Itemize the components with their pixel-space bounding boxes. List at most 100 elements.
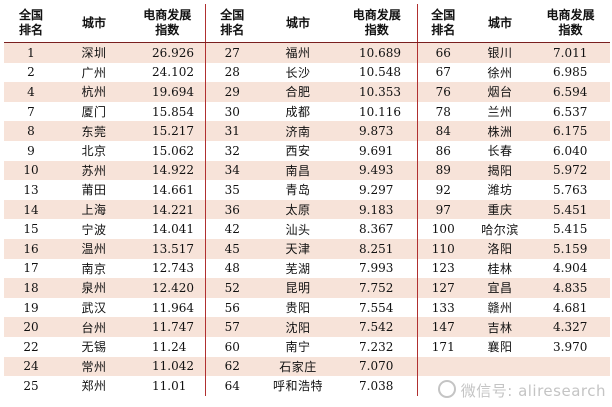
index-cell: 5.415 (531, 219, 610, 239)
rank-cell: 66 (417, 42, 469, 63)
city-cell: 沈阳 (259, 317, 337, 337)
city-cell: 石家庄 (259, 356, 337, 377)
index-cell: 24.102 (130, 62, 206, 83)
city-cell: 温州 (58, 238, 130, 259)
city-cell: 哈尔滨 (469, 219, 531, 239)
city-cell: 潍坊 (469, 180, 531, 200)
rank-cell: 97 (417, 199, 469, 220)
rank-cell: 7 (4, 101, 58, 122)
index-cell: 26.926 (130, 42, 206, 63)
table-row: 20 台州 11.747 57 沈阳 7.542 147 吉林 4.327 (4, 317, 610, 337)
watermark: 微信号: aliresearch (437, 380, 606, 401)
index-cell: 5.159 (531, 238, 610, 259)
city-cell: 西安 (259, 140, 337, 161)
rank-cell: 15 (4, 219, 58, 239)
city-cell: 合肥 (259, 82, 337, 102)
city-cell: 洛阳 (469, 238, 531, 259)
rank-cell: 57 (205, 317, 259, 337)
index-cell: 5.972 (531, 160, 610, 181)
city-cell: 太原 (259, 199, 337, 220)
city-cell: 襄阳 (469, 336, 531, 357)
index-cell: 14.922 (130, 160, 206, 181)
rank-cell: 24 (4, 356, 58, 377)
rank-cell: 14 (4, 199, 58, 220)
city-cell: 泉州 (58, 278, 130, 298)
city-cell: 无锡 (58, 336, 130, 357)
header-rank: 全国 排名 (205, 4, 259, 43)
rank-cell: 27 (205, 42, 259, 63)
index-cell: 3.970 (531, 336, 610, 357)
index-cell: 14.661 (130, 180, 206, 200)
index-cell: 10.116 (337, 101, 418, 122)
city-cell: 芜湖 (259, 258, 337, 279)
index-cell: 9.873 (337, 121, 418, 141)
table-row: 4 杭州 19.694 29 合肥 10.353 76 烟台 6.594 (4, 82, 610, 102)
city-cell: 南昌 (259, 160, 337, 181)
city-cell: 莆田 (58, 180, 130, 200)
city-cell: 长春 (469, 140, 531, 161)
index-cell: 7.070 (337, 356, 418, 377)
index-cell: 15.854 (130, 101, 206, 122)
rank-cell: 62 (205, 356, 259, 377)
index-cell: 12.420 (130, 278, 206, 298)
index-cell: 14.041 (130, 219, 206, 239)
table-row: 17 南京 12.743 48 芜湖 7.993 123 桂林 4.904 (4, 258, 610, 279)
city-cell: 济南 (259, 121, 337, 141)
rank-cell: 35 (205, 180, 259, 200)
city-cell: 台州 (58, 317, 130, 337)
index-cell: 7.011 (531, 42, 610, 63)
table-row: 25 郑州 11.01 64 呼和浩特 7.038 (4, 376, 610, 396)
ranking-table-container: 全国 排名 城市 电商发展 指数 全国 排名 城市 电商发展 指数 全国 排名 城市 电商发展 指数 1 深圳… (4, 4, 610, 396)
table-row: 15 宁波 14.041 42 汕头 8.367 100 哈尔滨 5.415 (4, 219, 610, 239)
index-cell: 15.062 (130, 140, 206, 161)
city-cell: 昆明 (259, 278, 337, 298)
table-row: 19 武汉 11.964 56 贵阳 7.554 133 赣州 4.681 (4, 297, 610, 318)
city-cell: 青岛 (259, 180, 337, 200)
table-body: 1 深圳 26.926 27 福州 10.689 66 银川 7.011 2 广州 24.102 28 长… (4, 42, 610, 396)
city-cell: 南京 (58, 258, 130, 279)
city-cell: 徐州 (469, 62, 531, 83)
header-city: 城市 (58, 4, 130, 43)
city-cell: 宁波 (58, 219, 130, 239)
index-cell (531, 376, 610, 396)
city-cell (469, 356, 531, 377)
rank-cell: 84 (417, 121, 469, 141)
rank-cell: 86 (417, 140, 469, 161)
rank-cell: 45 (205, 238, 259, 259)
city-cell: 汕头 (259, 219, 337, 239)
rank-cell: 56 (205, 297, 259, 318)
index-cell: 7.752 (337, 278, 418, 298)
index-cell: 10.689 (337, 42, 418, 63)
rank-cell: 31 (205, 121, 259, 141)
index-cell: 4.904 (531, 258, 610, 279)
index-cell: 4.681 (531, 297, 610, 318)
city-cell: 北京 (58, 140, 130, 161)
table-row: 13 莆田 14.661 35 青岛 9.297 92 潍坊 5.763 (4, 180, 610, 200)
index-cell: 6.175 (531, 121, 610, 141)
header-index: 电商发展 指数 (531, 4, 610, 43)
rank-cell: 10 (4, 160, 58, 181)
ranking-table: 全国 排名 城市 电商发展 指数 全国 排名 城市 电商发展 指数 全国 排名 城市 电商发展 指数 1 深圳… (4, 4, 610, 396)
index-cell: 7.038 (337, 376, 418, 396)
index-cell: 4.835 (531, 278, 610, 298)
table-row: 8 东莞 15.217 31 济南 9.873 84 株洲 6.175 (4, 121, 610, 141)
city-cell: 银川 (469, 42, 531, 63)
table-row: 1 深圳 26.926 27 福州 10.689 66 银川 7.011 (4, 42, 610, 63)
header-index: 电商发展 指数 (337, 4, 418, 43)
rank-cell: 89 (417, 160, 469, 181)
rank-cell: 30 (205, 101, 259, 122)
city-cell: 揭阳 (469, 160, 531, 181)
header-rank: 全国 排名 (417, 4, 469, 43)
rank-cell: 19 (4, 297, 58, 318)
city-cell: 南宁 (259, 336, 337, 357)
rank-cell: 36 (205, 199, 259, 220)
watermark-text: 微信号: aliresearch (460, 382, 606, 400)
rank-cell: 1 (4, 42, 58, 63)
index-cell: 6.537 (531, 101, 610, 122)
city-cell: 郑州 (58, 376, 130, 396)
rank-cell: 147 (417, 317, 469, 337)
city-cell: 广州 (58, 62, 130, 83)
rank-cell: 22 (4, 336, 58, 357)
city-cell: 厦门 (58, 101, 130, 122)
rank-cell: 64 (205, 376, 259, 396)
